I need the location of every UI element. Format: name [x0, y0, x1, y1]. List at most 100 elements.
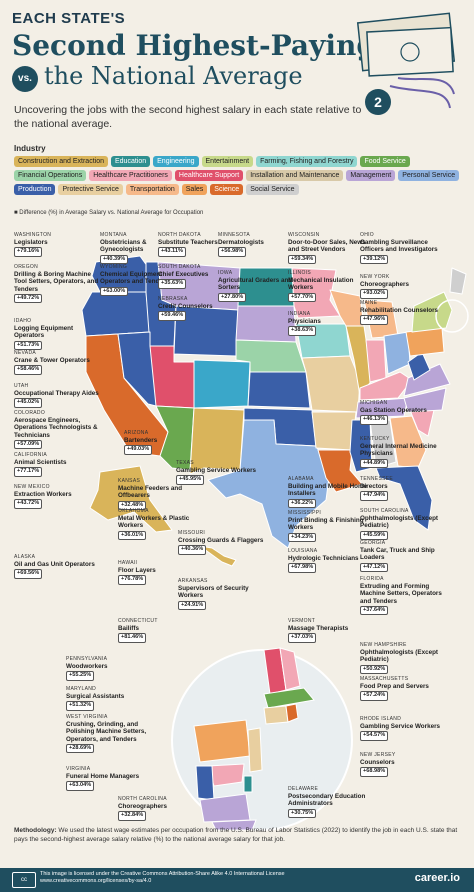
state-name: INDIANA: [288, 311, 311, 317]
state-label-nebraska: NEBRASKA Credit Counselors +59.46%: [158, 296, 246, 321]
salary-difference: +56.98%: [218, 247, 247, 257]
footer-bar: cc This image is licensed under the Crea…: [0, 868, 474, 892]
state-ohio: [383, 331, 411, 375]
industry-chip: Farming, Fishing and Forestry: [256, 156, 358, 167]
job-title: Logging Equipment Operators: [14, 325, 74, 340]
salary-difference: +47.12%: [360, 562, 389, 572]
state-label-vermont: VERMONT Massage Therapists +37.03%: [288, 618, 376, 643]
state-label-louisiana: LOUISIANA Hydrologic Technicians +67.98%: [288, 548, 376, 573]
state-label-north-dakota: NORTH DAKOTA Substitute Teachers +43.11%: [158, 232, 246, 257]
salary-difference: +50.92%: [360, 664, 389, 674]
salary-difference: +32.84%: [118, 811, 147, 821]
state-label-new-mexico: NEW MEXICO Extraction Workers +43.72%: [14, 484, 102, 509]
state-label-minnesota: MINNESOTA Dermatologists +56.98%: [218, 232, 306, 257]
state-name: ILLINOIS: [288, 270, 311, 276]
state-indiana: [365, 339, 387, 383]
state-name: NEVADA: [14, 350, 36, 356]
job-title: Physicians: [288, 318, 321, 326]
job-title: Substitute Teachers: [158, 239, 218, 247]
state-utah: [149, 345, 197, 409]
state-name: ARIZONA: [124, 430, 149, 436]
state-connecticut-inset: [263, 705, 289, 725]
salary-difference: +68.98%: [360, 767, 389, 777]
state-west-virginia-inset: [195, 765, 215, 801]
job-title: Extruding and Forming Machine Setters, O…: [360, 583, 442, 605]
state-name: SOUTH DAKOTA: [158, 264, 201, 270]
salary-difference: +37.03%: [288, 633, 317, 643]
state-name: CONNECTICUT: [118, 618, 158, 624]
job-title: Door-to-Door Sales, News and Street Vend…: [288, 239, 366, 254]
state-label-kentucky: KENTUCKY General Internal Medicine Physic…: [360, 436, 448, 468]
job-title: Gambling Service Workers: [176, 467, 257, 475]
salary-difference: +46.13%: [360, 415, 389, 425]
job-title: Bartenders: [124, 437, 158, 445]
state-name: NEW YORK: [360, 274, 390, 280]
salary-difference: +57.70%: [288, 292, 317, 302]
state-label-michigan: MICHIGAN Gas Station Operators +46.13%: [360, 400, 448, 425]
salary-difference: +43.72%: [14, 499, 43, 509]
salary-difference: +67.98%: [288, 563, 317, 573]
state-massachusetts-inset: [263, 687, 315, 709]
industry-chip: Transportation: [125, 184, 179, 195]
salary-difference: +79.16%: [14, 247, 43, 257]
header-eyebrow: EACH STATE'S: [12, 10, 126, 27]
job-title: Drilling & Boring Machine Tool Setters, …: [14, 271, 99, 293]
salary-difference: +57.09%: [14, 439, 43, 450]
license-text[interactable]: This image is licensed under the Creativ…: [40, 871, 285, 884]
job-title: Crossing Guards & Flaggers: [178, 537, 264, 545]
job-title: Print Binding & Finishing Workers: [288, 517, 364, 532]
industry-chip: Education: [111, 156, 151, 167]
industry-chip: Healthcare Support: [174, 170, 244, 181]
job-title: Crane & Tower Operators: [14, 357, 90, 365]
state-maryland-inset: [207, 763, 245, 787]
methodology: Methodology: We used the latest wage est…: [14, 827, 458, 843]
salary-difference: +24.91%: [178, 600, 207, 610]
salary-difference: +27.80%: [218, 292, 247, 302]
salary-difference: +47.96%: [360, 315, 389, 325]
job-title: Funeral Home Managers: [66, 773, 140, 781]
state-name: VERMONT: [288, 618, 316, 624]
salary-difference: +30.75%: [288, 808, 317, 818]
industry-chip: Protective Service: [58, 184, 123, 195]
state-label-florida: FLORIDA Extruding and Forming Machine Set…: [360, 576, 448, 616]
state-name: OHIO: [360, 232, 374, 238]
state-label-south-dakota: SOUTH DAKOTA Chief Executives +35.63%: [158, 264, 246, 289]
state-virginia: [403, 363, 451, 397]
job-title: Aerospace Engineers, Operations Technolo…: [14, 417, 98, 439]
state-label-hawaii: HAWAII Floor Layers +76.78%: [118, 560, 206, 585]
state-label-arkansas: ARKANSAS Supervisors of Security Workers +…: [178, 578, 266, 610]
state-label-california: CALIFORNIA Animal Scientists +77.17%: [14, 452, 102, 477]
salary-difference: +77.17%: [14, 467, 43, 477]
salary-difference: +28.69%: [66, 743, 95, 754]
salary-difference: +32.48%: [118, 500, 147, 510]
state-label-illinois: ILLINOIS Mechanical Insulation Workers +57…: [288, 270, 376, 302]
state-illinois: [345, 325, 373, 397]
job-title: Agricultural Graders and Sorters: [218, 277, 293, 292]
industry-chip: Social Service: [246, 184, 299, 195]
job-title: Food Prep and Servers: [360, 683, 429, 691]
state-label-connecticut: CONNECTICUT Bailiffs +81.46%: [118, 618, 206, 643]
state-label-massachusetts: MASSACHUSETTS Food Prep and Servers +57.24…: [360, 676, 448, 701]
state-label-georgia: GEORGIA Tank Car, Truck and Ship Loaders +…: [360, 540, 448, 572]
state-name: OREGON: [14, 264, 39, 270]
job-title: Directors: [360, 483, 388, 491]
salary-difference: +49.72%: [14, 293, 43, 304]
job-title: Gambling Service Workers: [360, 723, 441, 731]
industry-chip: Healthcare Practitioners: [89, 170, 172, 181]
state-new-hampshire-inset: [279, 647, 301, 691]
state-name: LOUISIANA: [288, 548, 318, 554]
job-title: Crushing, Grinding, and Polishing Machin…: [66, 721, 147, 743]
state-label-pennsylvania: PENNSYLVANIA Woodworkers +55.25%: [66, 656, 154, 681]
page-title-line2: the National Average: [44, 62, 303, 90]
job-title: Gambling Surveillance Officers and Inves…: [360, 239, 438, 254]
job-title: Building and Mobile Home Installers: [288, 483, 368, 498]
job-title: Gas Station Operators: [360, 407, 427, 415]
industry-chip: Construction and Extraction: [14, 156, 108, 167]
state-label-ohio: OHIO Gambling Surveillance Officers and I…: [360, 232, 448, 264]
salary-difference: +40.39%: [100, 254, 129, 264]
state-label-new-york: NEW YORK Choreographers +93.02%: [360, 274, 448, 299]
state-name: OKLAHOMA: [118, 508, 149, 514]
state-name: DELAWARE: [288, 786, 319, 792]
salary-difference: +34.23%: [288, 532, 317, 542]
job-title: Ophthalmologists (Except Pediatric): [360, 515, 439, 530]
